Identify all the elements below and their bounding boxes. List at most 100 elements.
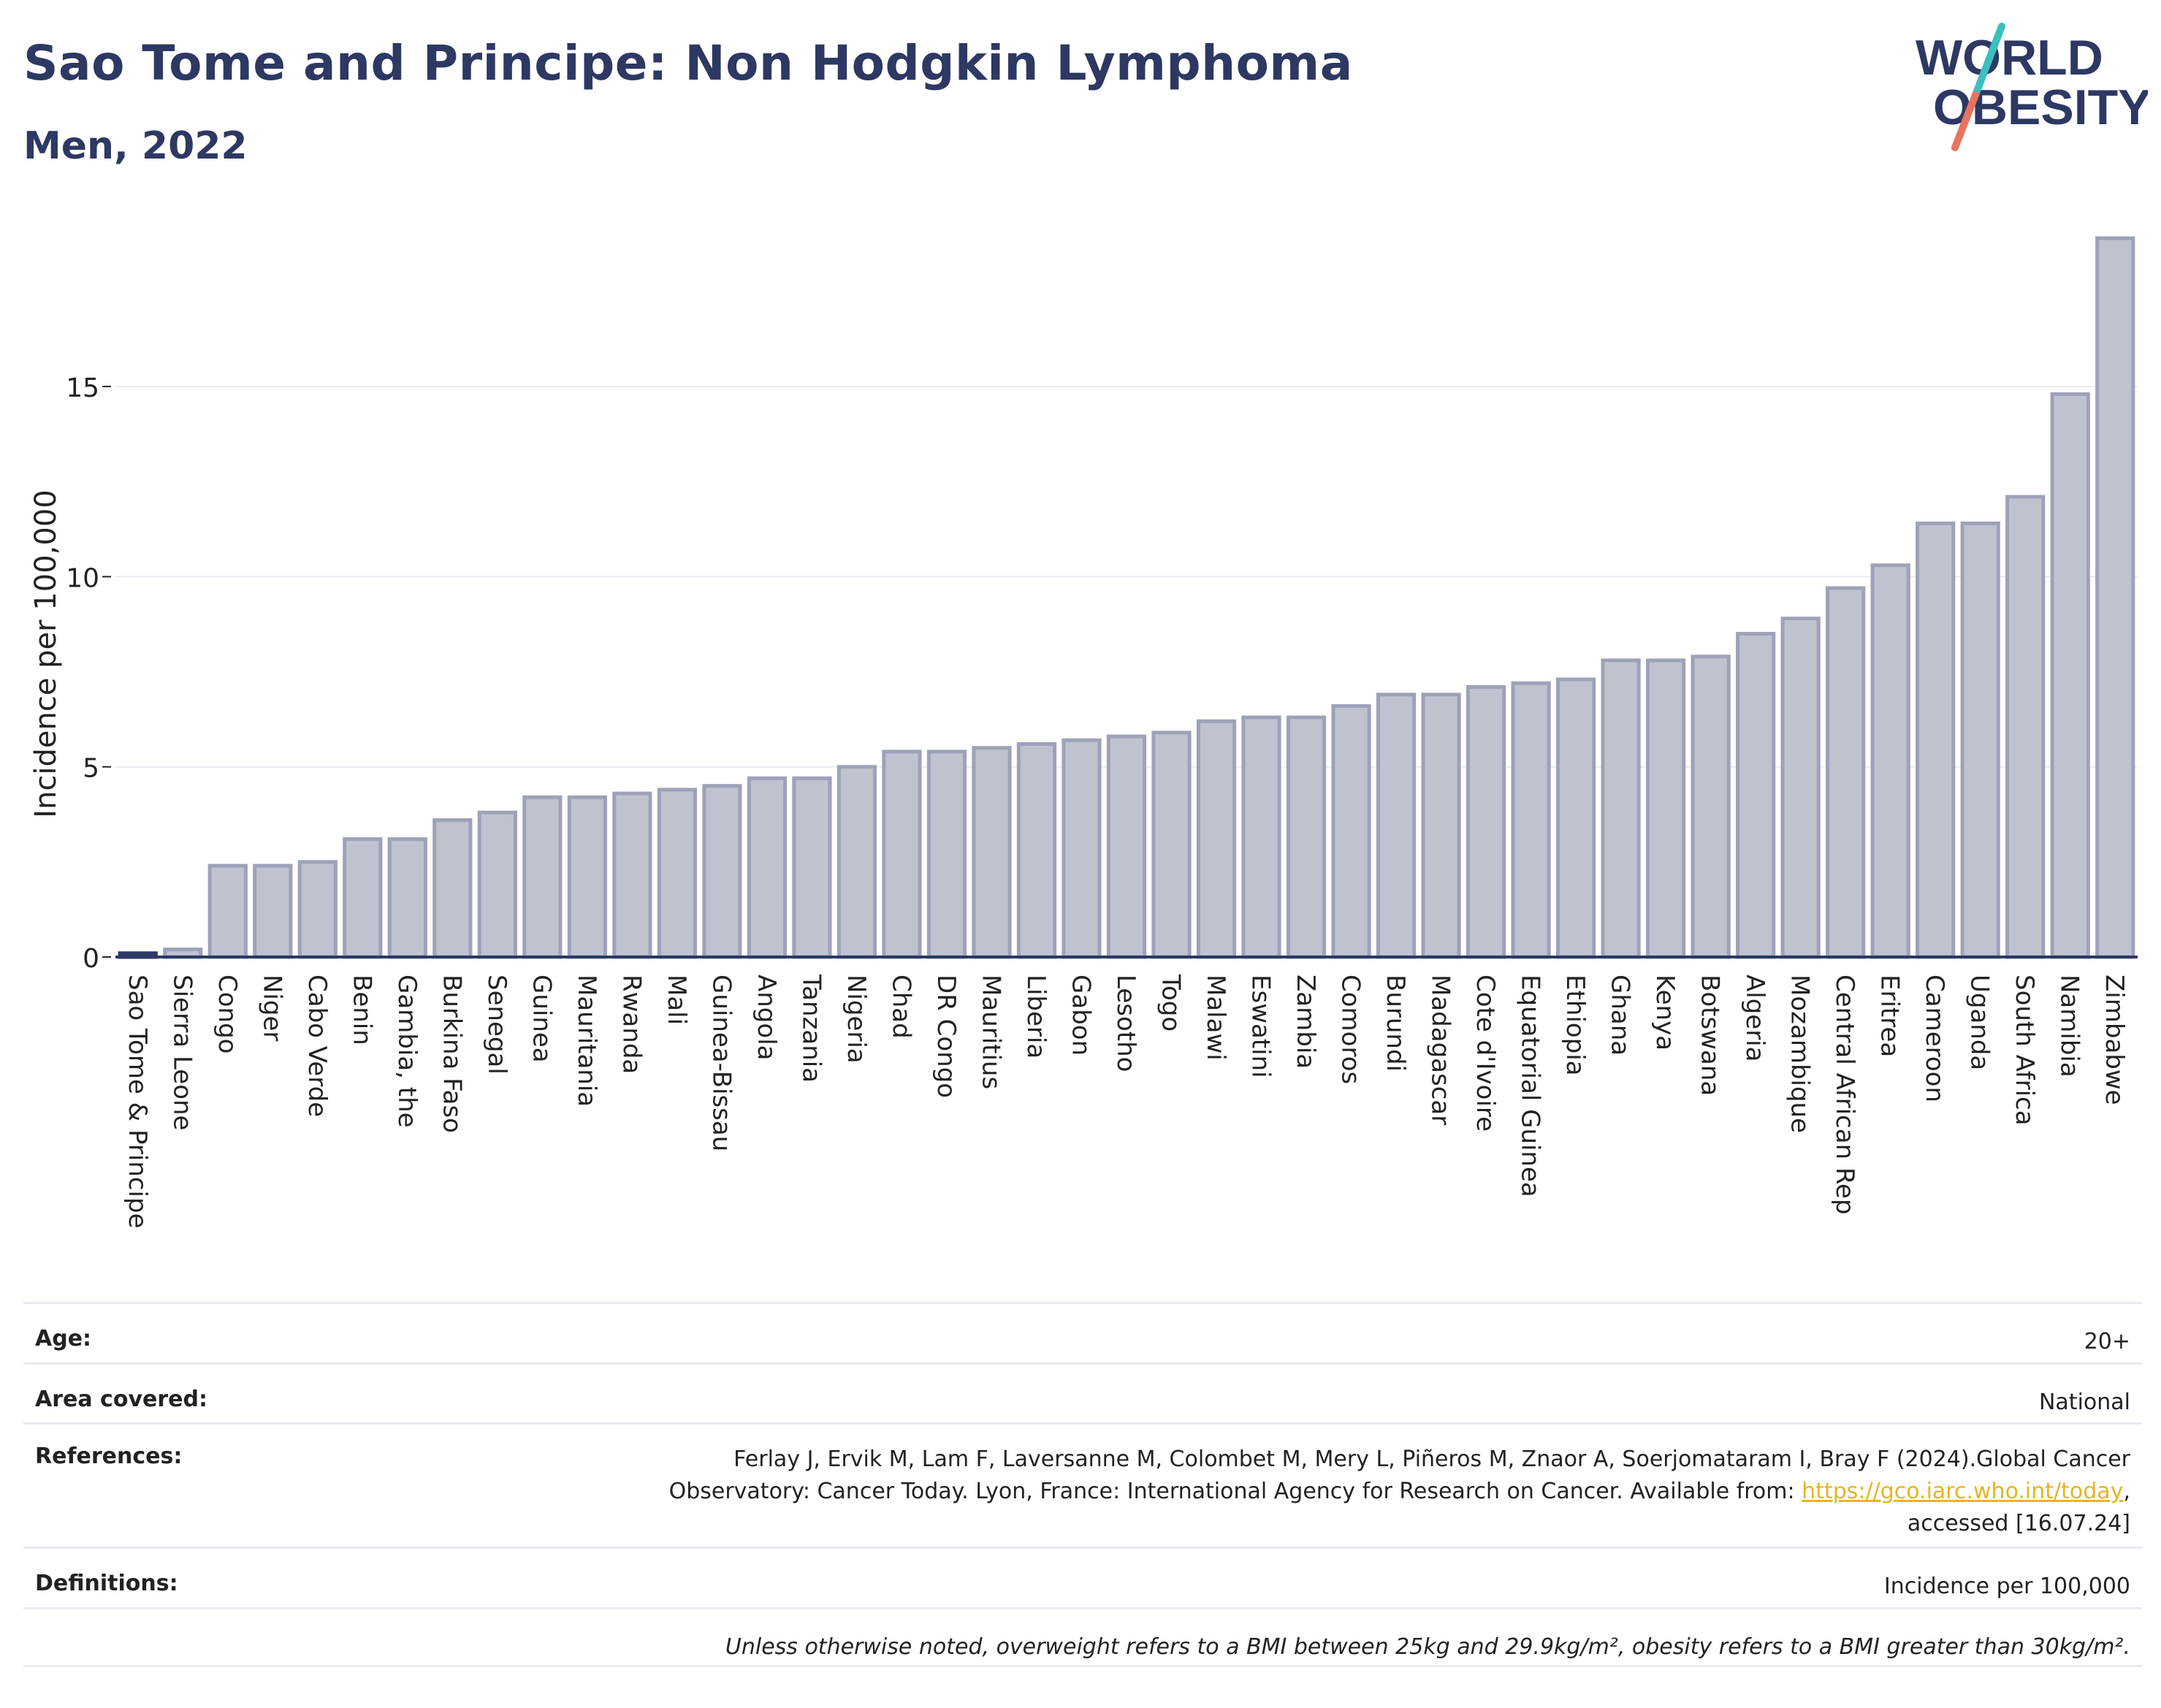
bar-south-africa [2005,495,2046,959]
y-tick-label: 10 [66,563,99,593]
x-tick-label: Niger [257,975,286,1041]
x-tick-label: Uganda [1965,975,1994,1070]
x-tick-label: Ethiopia [1560,975,1590,1075]
bar-cameroon [1916,521,1956,959]
references-value: Ferlay J, Ervik M, Lam F, Laversanne M, … [669,1444,2130,1540]
bar-burundi [1376,693,1417,959]
x-tick-label: Cameroon [1920,975,1949,1102]
info-row-definitions: Definitions: Incidence per 100,000 [23,1547,2142,1607]
bar-central-african-rep [1826,586,1866,959]
bar-gabon [1062,738,1102,959]
bar-eswatini [1241,715,1281,959]
bar-tanzania [792,776,832,959]
bmi-note: Unless otherwise noted, overweight refer… [725,1634,2130,1660]
bars [118,236,2135,959]
y-axis-ticks: 0 5 10 15 [66,373,111,974]
x-tick-label: South Africa [2010,975,2039,1126]
x-tick-label: Kenya [1650,975,1680,1051]
bar-lesotho [1106,734,1147,959]
bar-cabo-verde [297,860,338,959]
bar-mozambique [1780,617,1821,959]
x-tick-label: Guinea [527,975,556,1063]
bar-cote-d-ivoire [1466,685,1506,959]
bar-angola [747,776,788,959]
bar-botswana [1691,655,1731,959]
bar-gambia-the [387,837,427,959]
bar-zimbabwe [2095,236,2135,959]
x-tick-label: Zambia [1291,975,1320,1069]
definitions-value: Incidence per 100,000 [1883,1574,2130,1599]
y-tick-label: 15 [66,373,99,403]
x-tick-label: Guinea-Bissau [706,975,736,1151]
x-tick-label: Burkina Faso [437,975,466,1133]
y-axis-label: Incidence per 100,000 [29,489,63,818]
world-obesity-logo: WORLD OBESITY [1916,23,2148,151]
bar-burkina-faso [432,818,473,959]
info-row-references: References: Ferlay J, Ervik M, Lam F, La… [23,1422,2142,1547]
x-tick-label: Mali [662,975,691,1025]
references-line2: Observatory: Cancer Today. Lyon, France:… [668,1479,1802,1504]
bar-liberia [1016,741,1057,959]
bar-uganda [1960,521,2000,959]
info-row-age: Age: 20+ [23,1302,2142,1362]
x-tick-label: Angola [752,975,781,1060]
logo-line1: WORLD [1916,30,2103,85]
bar-senegal [477,810,517,959]
x-tick-label: Congo [213,975,242,1053]
references-link[interactable]: https://gco.iarc.who.int/today [1802,1479,2124,1504]
bar-nigeria [836,765,877,959]
x-tick-label: Madagascar [1426,975,1455,1125]
bar-benin [343,837,383,959]
y-tick-label: 0 [83,944,99,974]
x-tick-label: Sierra Leone [167,975,197,1130]
x-tick-label: Equatorial Guinea [1516,975,1545,1197]
x-tick-label: Lesotho [1111,975,1140,1072]
bar-mauritius [972,746,1012,959]
x-tick-label: Senegal [482,975,511,1075]
logo-slash-coral [1951,91,1979,151]
bar-comoros [1331,704,1371,959]
info-row-note: Unless otherwise noted, overweight refer… [23,1607,2142,1667]
bar-togo [1151,731,1192,959]
bar-chad [882,750,922,959]
bar-algeria [1736,631,1776,959]
bar-mali [657,788,697,959]
definitions-label: Definitions: [35,1571,178,1596]
y-tick-label: 5 [83,754,99,784]
info-row-area: Area covered: National [23,1362,2142,1422]
x-tick-label: Tanzania [796,974,826,1083]
bar-namibia [2050,392,2090,959]
x-tick-label: Botswana [1696,975,1725,1096]
page-subtitle: Men, 2022 [23,124,248,168]
x-tick-label: Mauritius [976,975,1005,1089]
x-tick-label: Liberia [1021,975,1051,1059]
x-tick-label: Eritrea [1875,975,1905,1057]
x-tick-label: Gambia, the [392,975,422,1128]
x-tick-label: Eswatini [1246,975,1276,1078]
bar-ethiopia [1556,677,1596,959]
bar-equatorial-guinea [1511,681,1551,959]
x-tick-label: Nigeria [842,975,871,1064]
logo-slash-teal [1972,23,2005,99]
area-value: National [2038,1389,2130,1415]
bar-guinea [522,795,563,959]
x-tick-label: DR Congo [931,975,961,1098]
bar-chart: 0 5 10 15 Sao Tome & Principe Sierra Leone Co… [29,236,2138,1229]
references-line1: Ferlay J, Ervik M, Lam F, Laversanne M, … [733,1446,2130,1472]
bar-eritrea [1870,563,1910,959]
x-tick-label: Comoros [1336,975,1365,1084]
bar-mauritania [567,795,607,959]
x-tick-label: Cote d'Ivoire [1471,975,1500,1132]
bar-dr-congo [926,750,967,959]
bar-madagascar [1421,693,1461,959]
x-tick-label: Mauritania [572,975,601,1107]
x-tick-label: Central African Rep [1830,975,1859,1215]
x-tick-label: Zimbabwe [2100,975,2129,1105]
x-tick-label: Ghana [1606,975,1635,1056]
x-tick-label: Algeria [1740,975,1769,1061]
page-title: Sao Tome and Principe: Non Hodgkin Lymph… [23,35,1353,91]
references-line2-end: , [2123,1479,2130,1504]
x-tick-label: Gabon [1066,975,1095,1056]
bar-rwanda [612,791,652,959]
references-line3: accessed [16.07.24] [1907,1511,2130,1536]
